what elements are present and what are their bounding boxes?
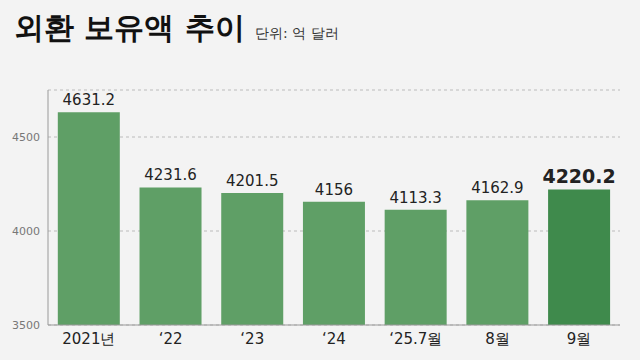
svg-text:4500: 4500 xyxy=(12,131,40,144)
svg-text:‘22: ‘22 xyxy=(159,330,183,348)
svg-text:4231.6: 4231.6 xyxy=(144,166,197,184)
svg-text:4113.3: 4113.3 xyxy=(389,189,442,207)
svg-text:4000: 4000 xyxy=(12,225,40,238)
html-text:단위: 억 달러: 단위: 억 달러 xyxy=(254,25,339,41)
svg-text:‘23: ‘23 xyxy=(240,330,264,348)
svg-text:2021년: 2021년 xyxy=(62,330,115,348)
svg-text:4156: 4156 xyxy=(315,181,353,199)
svg-text:8월: 8월 xyxy=(485,330,510,348)
svg-text:‘24: ‘24 xyxy=(322,330,346,348)
svg-text:9월: 9월 xyxy=(567,330,592,348)
svg-text:4631.2: 4631.2 xyxy=(63,91,116,109)
svg-text:‘25.7월: ‘25.7월 xyxy=(389,330,442,348)
svg-text:3500: 3500 xyxy=(12,319,40,332)
html-text:외환 보유액 추이: 외환 보유액 추이 xyxy=(14,10,245,45)
svg-text:4162.9: 4162.9 xyxy=(471,179,524,197)
svg-text:4220.2: 4220.2 xyxy=(542,165,615,187)
svg-text:4201.5: 4201.5 xyxy=(226,172,279,190)
